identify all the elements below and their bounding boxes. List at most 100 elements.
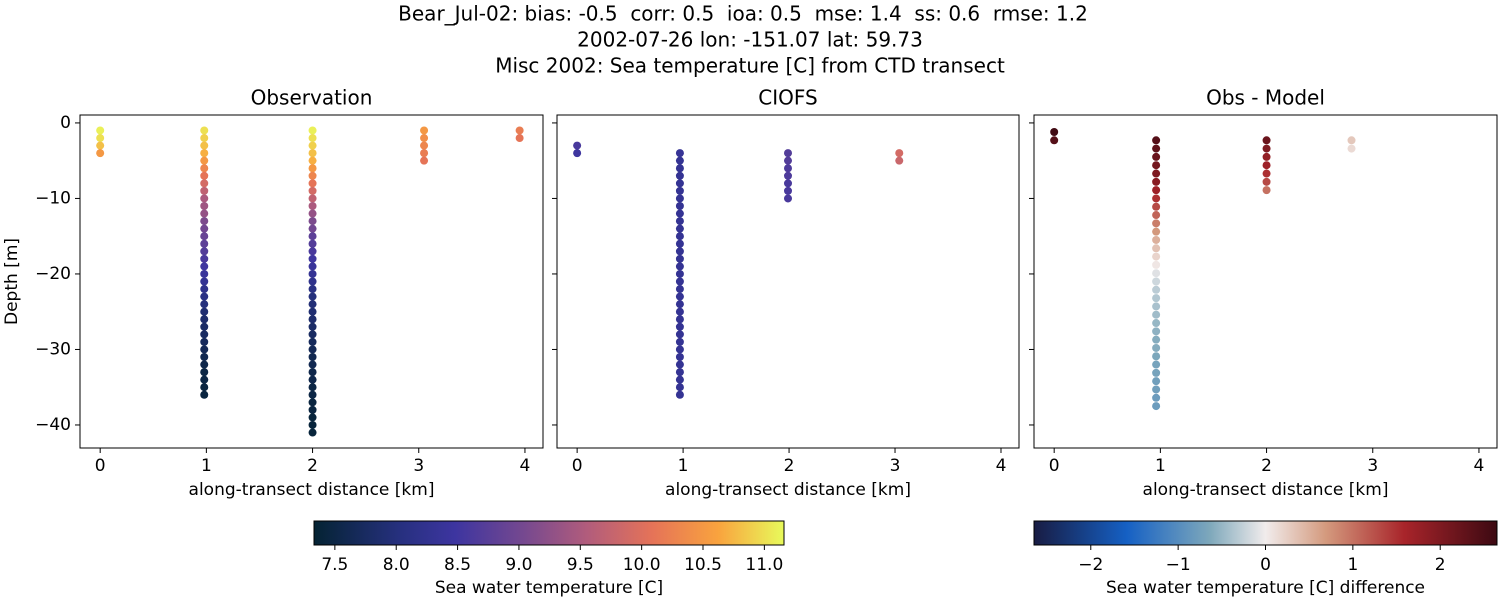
data-point [1152,244,1161,253]
data-point [675,186,684,195]
x-tick-label: 2 [784,456,795,476]
data-point [200,149,209,158]
data-point [1262,161,1271,170]
data-point [200,134,209,143]
data-point [675,269,684,278]
data-point [1152,202,1161,211]
data-point [675,194,684,203]
data-point [308,285,317,294]
data-point [675,375,684,384]
data-point [1152,219,1161,228]
data-point [200,383,209,392]
data-point [1152,294,1161,303]
data-point [675,224,684,233]
data-point [96,126,105,135]
x-tick-label: 2 [1261,456,1272,476]
plot-frame [1033,114,1498,449]
data-point [675,315,684,324]
data-point [200,232,209,241]
panel-title: CIOFS [758,86,817,110]
x-tick-label: 4 [996,456,1007,476]
data-point [675,164,684,173]
data-point [200,217,209,226]
y-tick-label: −10 [35,188,71,208]
data-point [308,149,317,158]
data-point [675,307,684,316]
data-point [515,134,524,143]
data-point [308,209,317,218]
data-point [308,217,317,226]
data-point [1050,127,1059,136]
x-tick-label: 1 [201,456,212,476]
data-point [200,375,209,384]
data-point [1152,368,1161,377]
data-point [675,171,684,180]
data-point [1152,310,1161,319]
data-point [784,171,792,180]
colorbar-tick-label: 0 [1260,555,1271,575]
data-point [1152,393,1161,402]
data-point [200,353,209,362]
x-tick-label: 1 [1155,456,1166,476]
colorbar-label: Sea water temperature [C] [435,578,663,598]
data-point [1152,260,1161,269]
data-point [308,307,317,316]
data-point [200,201,209,210]
data-point [1152,227,1161,236]
data-point [200,164,209,173]
data-point [675,300,684,309]
data-point [675,262,684,271]
data-point [573,141,582,150]
data-point [675,383,684,392]
suptitle: 2002-07-26 lon: -151.07 lat: 59.73 [577,28,923,52]
data-point [675,368,684,377]
data-point [1152,352,1161,361]
x-tick-label: 3 [890,456,901,476]
data-point [308,254,317,263]
data-point [200,179,209,188]
data-point [1262,144,1271,153]
data-point [308,277,317,286]
data-point [784,186,792,195]
data-point [675,239,684,248]
colorbar-tick-label: 11.0 [745,555,783,575]
data-point [1152,161,1161,170]
data-point [308,156,317,165]
x-axis-label: along-transect distance [km] [189,480,435,500]
data-point [308,134,317,143]
data-point [96,149,105,158]
data-point [200,262,209,271]
data-point [308,224,317,233]
data-point [200,390,209,399]
data-point [675,254,684,263]
y-tick-label: −30 [35,339,71,359]
data-point [200,368,209,377]
x-axis-label: along-transect distance [km] [665,480,911,500]
data-point [1152,285,1161,294]
data-point [1347,136,1356,145]
data-point [200,126,209,135]
data-point [1152,360,1161,369]
data-point [200,269,209,278]
data-point [675,345,684,354]
data-point [308,337,317,346]
data-point [308,420,317,429]
y-tick-label: −20 [35,264,71,284]
data-point [675,179,684,188]
data-point [1050,136,1059,145]
data-point [200,209,209,218]
suptitle: Bear_Jul-02: bias: -0.5 corr: 0.5 ioa: 0… [398,2,1088,26]
data-point [308,315,317,324]
data-point [308,405,317,414]
data-point [200,156,209,165]
data-point [200,330,209,339]
data-point [200,239,209,248]
data-point [675,330,684,339]
data-point [1152,343,1161,352]
data-point [1152,169,1161,178]
x-axis-label: along-transect distance [km] [1143,480,1389,500]
colorbar [1033,520,1498,546]
colorbar-tick-label: 10.5 [684,555,722,575]
